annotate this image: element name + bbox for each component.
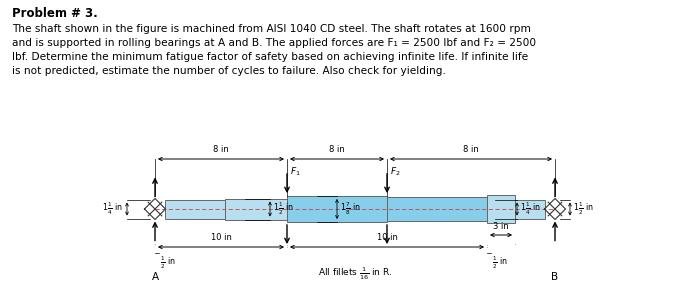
Text: $1\frac{7}{8}$ in: $1\frac{7}{8}$ in — [340, 201, 360, 217]
Text: The shaft shown in the figure is machined from AISI 1040 CD steel. The shaft rot: The shaft shown in the figure is machine… — [12, 24, 536, 76]
Text: $1\frac{1}{4}$ in: $1\frac{1}{4}$ in — [520, 201, 541, 217]
Text: 10 in: 10 in — [211, 233, 232, 242]
Bar — [515, 200, 545, 219]
Bar — [225, 198, 287, 219]
Text: Problem # 3.: Problem # 3. — [12, 7, 98, 20]
Text: $F_1$: $F_1$ — [290, 165, 301, 178]
Text: All fillets $\frac{1}{16}$ in R.: All fillets $\frac{1}{16}$ in R. — [318, 265, 392, 282]
Text: A: A — [151, 272, 159, 282]
Text: B: B — [552, 272, 559, 282]
Text: $1\frac{1}{2}$ in: $1\frac{1}{2}$ in — [273, 201, 294, 217]
Text: 8 in: 8 in — [213, 145, 229, 154]
Text: 8 in: 8 in — [463, 145, 479, 154]
Text: 3 in: 3 in — [493, 222, 509, 231]
Text: $1\frac{1}{4}$ in: $1\frac{1}{4}$ in — [102, 201, 123, 217]
Text: $\frac{1}{2}$ in: $\frac{1}{2}$ in — [492, 255, 508, 271]
Text: $F_2$: $F_2$ — [390, 165, 400, 178]
Text: 10 in: 10 in — [377, 233, 398, 242]
Text: $1\frac{1}{2}$ in: $1\frac{1}{2}$ in — [573, 201, 594, 217]
Bar — [387, 197, 487, 221]
Bar — [287, 196, 387, 222]
Text: $\frac{1}{2}$ in: $\frac{1}{2}$ in — [160, 255, 176, 271]
Bar — [487, 195, 515, 223]
Text: 8 in: 8 in — [329, 145, 345, 154]
Bar — [165, 200, 225, 219]
